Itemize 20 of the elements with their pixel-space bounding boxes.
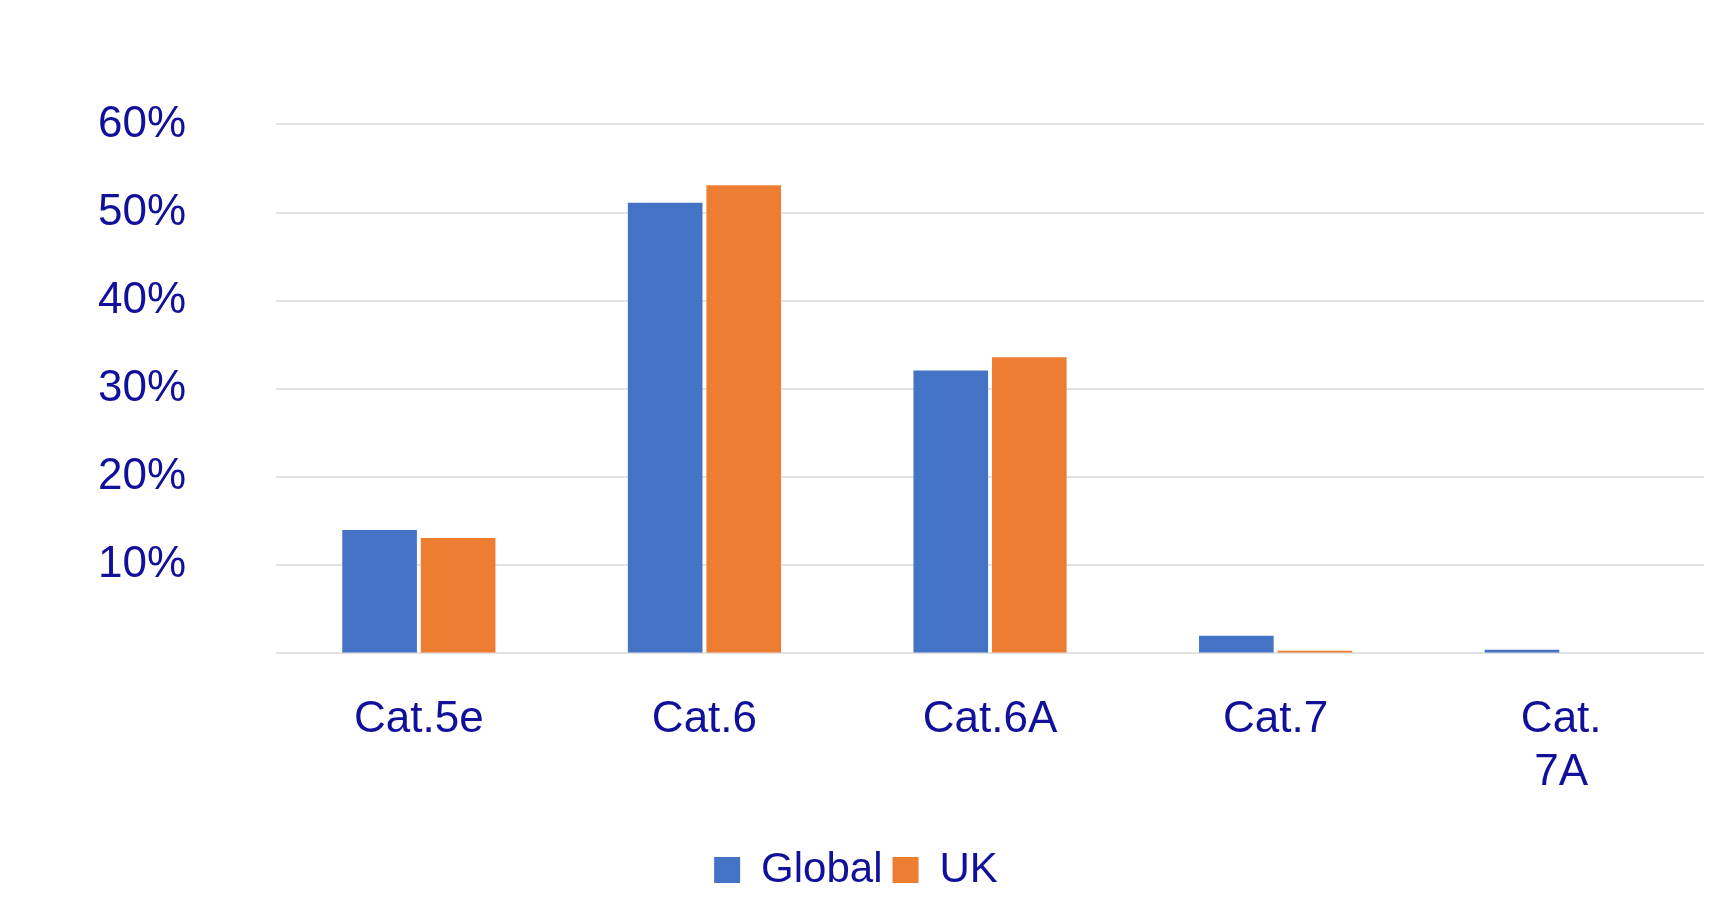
y-tick-label: 60% — [97, 96, 187, 146]
bar — [992, 357, 1067, 653]
y-tick-label: 40% — [97, 272, 187, 322]
legend-label: UK — [939, 843, 998, 891]
bar — [420, 537, 496, 653]
y-tick-label: 10% — [97, 537, 187, 587]
x-tick-label: Cat.5e — [354, 691, 484, 741]
x-tick-label: Cat. 7A — [1520, 691, 1602, 794]
bar — [1199, 635, 1274, 653]
y-tick-label: 30% — [97, 361, 187, 411]
x-tick-label: Cat.6A — [922, 691, 1058, 741]
legend-label: Global — [761, 843, 883, 891]
y-tick-label: 50% — [97, 184, 187, 234]
x-tick-label: Cat.7 — [1223, 691, 1329, 741]
y-tick-label: 20% — [97, 449, 187, 499]
bar — [706, 185, 782, 653]
bar — [342, 529, 417, 653]
bar — [627, 202, 703, 653]
bar — [913, 370, 989, 653]
x-tick-label: Cat.6 — [651, 691, 758, 741]
